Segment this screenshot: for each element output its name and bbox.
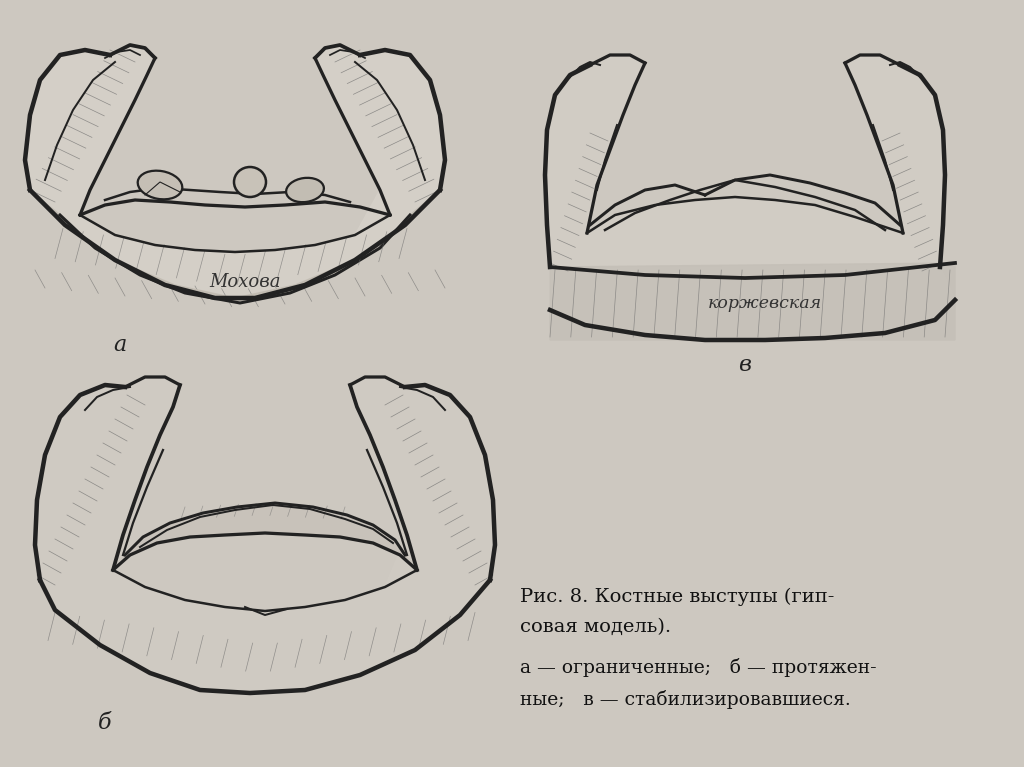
Text: а — ограниченные; б — протяжен-: а — ограниченные; б — протяжен- bbox=[520, 658, 877, 677]
Text: а: а bbox=[114, 334, 127, 356]
Polygon shape bbox=[35, 377, 495, 693]
Text: б: б bbox=[98, 712, 112, 734]
Text: Мохова: Мохова bbox=[209, 273, 281, 291]
Text: ные; в — стабилизировавшиеся.: ные; в — стабилизировавшиеся. bbox=[520, 690, 851, 709]
Polygon shape bbox=[30, 190, 440, 303]
Polygon shape bbox=[113, 503, 417, 570]
Polygon shape bbox=[550, 263, 955, 340]
Ellipse shape bbox=[286, 178, 324, 202]
Polygon shape bbox=[545, 55, 955, 340]
Polygon shape bbox=[25, 45, 445, 298]
Text: коржевская: коржевская bbox=[708, 295, 822, 311]
Text: в: в bbox=[738, 354, 752, 376]
Text: Рис. 8. Костные выступы (гип-: Рис. 8. Костные выступы (гип- bbox=[520, 588, 835, 606]
Text: совая модель).: совая модель). bbox=[520, 618, 671, 636]
Ellipse shape bbox=[234, 167, 266, 197]
Ellipse shape bbox=[137, 171, 182, 199]
